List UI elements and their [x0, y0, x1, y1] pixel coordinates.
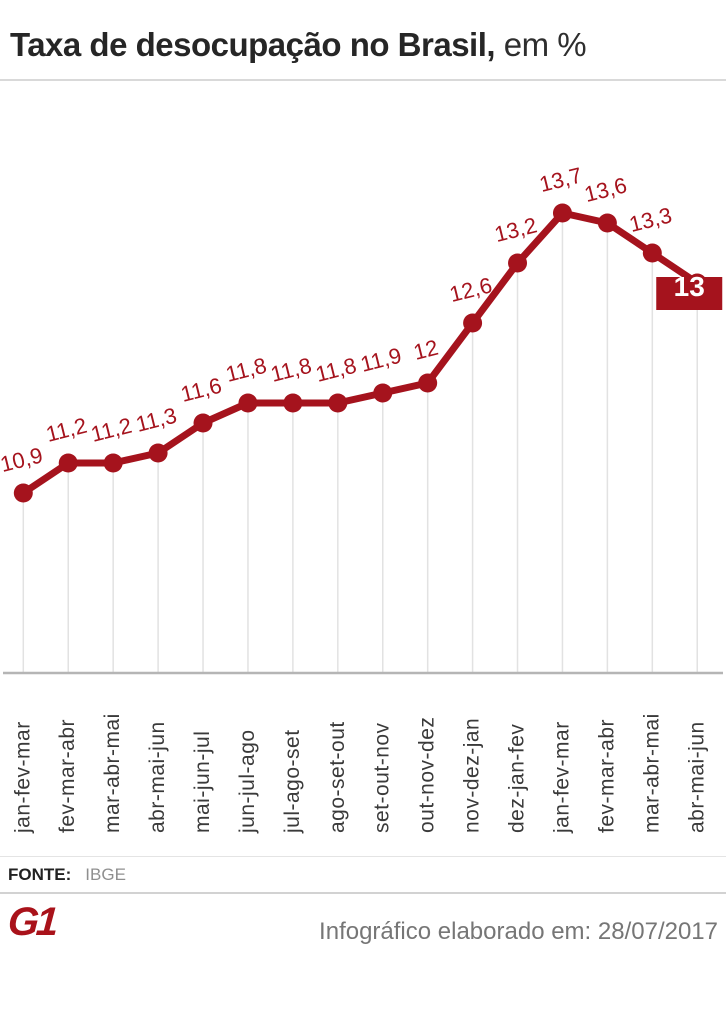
- data-point: [103, 453, 123, 473]
- value-label: 11,6: [178, 373, 224, 407]
- x-axis-label: jan-fev-mar: [550, 721, 573, 834]
- highlight-value-box: [656, 277, 723, 310]
- x-axis-label: ago-set-out: [326, 721, 349, 833]
- data-point: [328, 393, 348, 413]
- data-point: [13, 483, 33, 503]
- data-point: [508, 253, 528, 273]
- source-row: FONTE: IBGE: [8, 865, 126, 885]
- value-label: 10,9: [0, 442, 45, 477]
- value-label: 11,8: [268, 353, 314, 387]
- source-label: FONTE:: [8, 865, 72, 884]
- credit-text: Infográfico elaborado em: 28/07/2017: [319, 918, 718, 945]
- page-title-unit: em %: [495, 26, 587, 63]
- x-axis-label: mar-abr-mai: [101, 713, 124, 833]
- value-label: 13,3: [627, 202, 675, 237]
- data-point: [552, 203, 572, 223]
- value-label: 11,3: [133, 403, 179, 437]
- value-label: 13,7: [537, 162, 585, 197]
- source-value: IBGE: [85, 865, 126, 884]
- value-label: 12: [411, 335, 441, 365]
- data-point: [283, 393, 303, 413]
- value-label: 11,2: [88, 413, 134, 447]
- x-axis-label: jan-fev-mar: [11, 721, 34, 834]
- x-axis-label: mai-jun-jul: [191, 731, 214, 833]
- x-axis-label: out-nov-dez: [416, 717, 439, 833]
- x-axis-label: set-out-nov: [371, 722, 394, 833]
- page-title-main: Taxa de desocupação no Brasil,: [10, 26, 496, 63]
- series-line: [19, 209, 701, 497]
- title-divider: [0, 79, 726, 81]
- data-point: [418, 373, 438, 393]
- x-axis-label: dez-jan-fev: [506, 724, 529, 833]
- g1-logo: G1: [6, 900, 57, 944]
- x-axis-label: fev-mar-abr: [56, 719, 79, 833]
- data-point: [373, 383, 393, 403]
- value-label: 13,6: [582, 172, 630, 207]
- data-point: [463, 313, 483, 333]
- x-axis-label: abr-mai-jun: [685, 721, 708, 833]
- data-point: [642, 243, 662, 263]
- data-point: [193, 413, 213, 433]
- x-axis-label: abr-mai-jun: [146, 721, 169, 833]
- data-point: [148, 443, 168, 463]
- source-divider-bottom: [0, 892, 726, 894]
- page-title: Taxa de desocupação no Brasil, em %: [10, 26, 720, 64]
- x-axis-label: mar-abr-mai: [640, 713, 663, 833]
- x-axis-label: nov-dez-jan: [461, 718, 484, 833]
- data-point: [58, 453, 78, 473]
- source-divider-top: [0, 856, 726, 857]
- value-label: 11,9: [358, 343, 404, 377]
- value-label: 11,2: [43, 413, 89, 447]
- x-axis-label: fev-mar-abr: [595, 719, 618, 833]
- x-axis-label: jul-ago-set: [281, 729, 304, 834]
- data-point: [597, 213, 617, 233]
- highlight-value-text: 13: [674, 271, 705, 302]
- data-point: [238, 393, 258, 413]
- value-label: 11,8: [313, 353, 359, 387]
- value-label: 11,8: [223, 353, 269, 387]
- x-axis-label: jun-jul-ago: [236, 729, 259, 834]
